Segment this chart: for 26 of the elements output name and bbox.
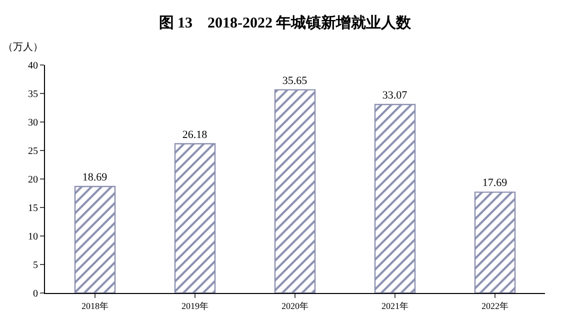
bar [374,104,416,293]
y-tick-label: 35 [28,89,38,100]
x-tick-label: 2019年 [182,300,208,311]
x-tick-label: 2021年 [382,300,408,311]
bar [474,192,516,293]
bar [74,186,116,293]
y-tick-label: 40 [28,60,38,72]
chart-title: 图 13 2018-2022 年城镇新增就业人数 [158,13,412,32]
y-tick-label: 15 [28,203,38,214]
x-tick-label: 2022年 [482,300,508,311]
y-tick-label: 5 [33,260,38,271]
data-label: 26.18 [182,128,208,141]
y-tick-label: 30 [28,118,38,128]
data-label: 33.07 [382,90,408,102]
y-tick-label: 0 [33,288,38,300]
x-tick-label: 2020年 [282,300,308,311]
bar [174,143,216,293]
bar [274,89,316,293]
x-tick-label: 2018年 [82,300,108,311]
data-label: 18.69 [82,171,108,184]
data-label: 35.65 [282,74,308,87]
y-axis-title: （万人） [3,42,43,53]
y-tick-label: 20 [28,174,38,186]
y-tick-label: 10 [28,232,38,242]
data-label: 17.69 [482,177,508,190]
y-tick-label: 25 [28,146,38,157]
